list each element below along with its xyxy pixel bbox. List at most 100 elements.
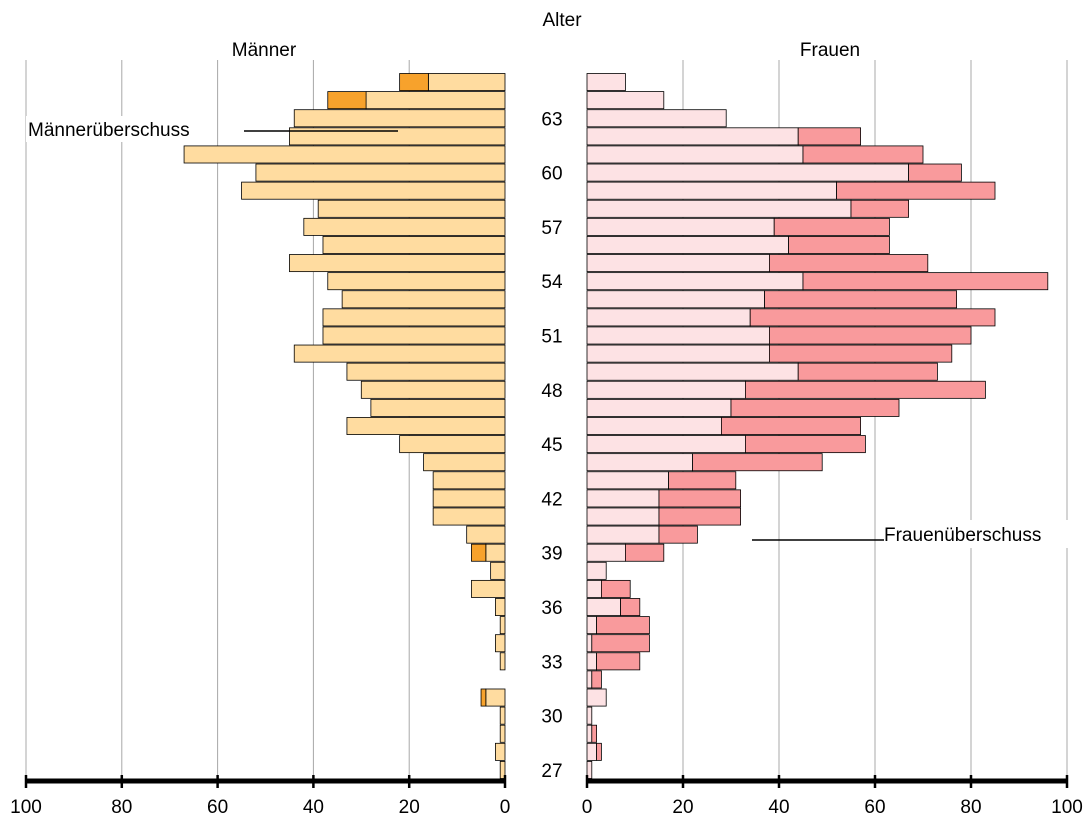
age-label-45: 45 (541, 435, 562, 456)
bar-frauen-common-row-24 (586, 326, 770, 345)
x-tick-label-frauen-100: 100 (1051, 797, 1083, 818)
chart-title: Alter (542, 10, 582, 31)
bar-frauen-common-row-13 (586, 525, 660, 544)
age-label-30: 30 (541, 707, 562, 728)
bar-frauen-surplus-row-26 (764, 290, 957, 309)
bar-frauen-surplus-row-25 (749, 308, 996, 327)
bar-frauen-surplus-row-6 (596, 652, 641, 671)
bar-frauen-surplus-row-30 (773, 217, 890, 236)
bar-frauen-surplus-row-15 (658, 489, 741, 508)
bar-frauen-surplus-row-1 (596, 742, 602, 761)
bar-maenner-surplus-row-12 (471, 543, 487, 562)
bar-frauen-common-row-12 (586, 543, 626, 562)
bar-frauen-surplus-row-23 (769, 344, 953, 363)
bar-frauen-common-row-25 (586, 308, 751, 327)
bar-frauen-surplus-row-28 (769, 254, 929, 273)
bar-frauen-surplus-row-16 (668, 471, 737, 490)
bar-maenner-common-row-32 (241, 181, 506, 200)
bar-frauen-surplus-row-19 (721, 417, 862, 435)
annotation-frauen: Frauenüberschuss (884, 525, 1041, 546)
bar-frauen-surplus-row-29 (788, 236, 890, 254)
bars (183, 73, 1049, 779)
bar-maenner-common-row-19 (346, 417, 506, 435)
bar-frauen-common-row-19 (586, 417, 722, 435)
bar-frauen-common-row-2 (586, 724, 593, 743)
bar-frauen-surplus-row-12 (625, 543, 665, 562)
bar-maenner-common-row-26 (341, 290, 506, 309)
bar-frauen-common-row-34 (586, 145, 804, 164)
bar-frauen-common-row-37 (586, 91, 665, 110)
x-tick-label-frauen-20: 20 (672, 797, 693, 818)
bar-frauen-surplus-row-9 (620, 598, 641, 616)
bar-frauen-common-row-35 (586, 127, 799, 146)
age-label-27: 27 (541, 761, 562, 782)
bar-maenner-common-row-4 (485, 688, 506, 707)
age-label-57: 57 (541, 218, 562, 239)
bar-frauen-common-row-26 (586, 290, 766, 309)
x-tick-label-frauen-60: 60 (864, 797, 885, 818)
bar-maenner-common-row-1 (495, 742, 506, 761)
age-label-63: 63 (541, 109, 562, 130)
bar-frauen-common-row-33 (586, 163, 910, 182)
bar-frauen-common-row-21 (586, 380, 746, 399)
age-label-54: 54 (541, 272, 563, 293)
bar-frauen-surplus-row-8 (596, 616, 650, 635)
bar-frauen-surplus-row-10 (601, 579, 631, 598)
bar-maenner-common-row-3 (499, 706, 506, 725)
bar-frauen-surplus-row-20 (730, 398, 900, 417)
bar-frauen-common-row-1 (586, 742, 598, 761)
bar-frauen-common-row-36 (586, 109, 727, 128)
bar-maenner-common-row-18 (399, 435, 506, 454)
bar-frauen-surplus-row-24 (769, 326, 972, 345)
bar-maenner-common-row-24 (322, 326, 506, 345)
bar-frauen-common-row-31 (586, 199, 852, 218)
bar-frauen-common-row-16 (586, 471, 669, 490)
bar-maenner-common-row-2 (499, 724, 506, 743)
bar-maenner-common-row-17 (423, 453, 506, 472)
bar-maenner-common-row-15 (432, 489, 506, 508)
bar-frauen-surplus-row-21 (745, 380, 986, 399)
bar-frauen-common-row-23 (586, 344, 770, 363)
bar-maenner-common-row-8 (499, 616, 506, 635)
bar-maenner-common-row-28 (289, 254, 506, 273)
bar-frauen-common-row-10 (586, 579, 602, 598)
bar-frauen-surplus-row-17 (692, 453, 823, 472)
bar-frauen-common-row-9 (586, 598, 621, 616)
bar-frauen-common-row-8 (586, 616, 598, 635)
bar-maenner-common-row-7 (495, 634, 506, 653)
bar-frauen-common-row-3 (586, 706, 593, 725)
bar-maenner-common-row-9 (495, 598, 506, 616)
x-tick-label-maenner-80: 80 (111, 797, 132, 818)
age-label-39: 39 (541, 544, 562, 565)
bar-maenner-common-row-33 (255, 163, 506, 182)
x-tick-label-maenner-60: 60 (207, 797, 228, 818)
bar-frauen-surplus-row-35 (797, 127, 862, 146)
bar-frauen-common-row-15 (586, 489, 660, 508)
bar-frauen-common-row-32 (586, 181, 838, 200)
bar-frauen-common-row-14 (586, 507, 660, 526)
bar-maenner-common-row-16 (432, 471, 506, 490)
annotation-bg-maenner (26, 116, 216, 142)
bar-frauen-common-row-17 (586, 453, 693, 472)
bar-frauen-surplus-row-33 (908, 163, 962, 182)
bar-frauen-surplus-row-32 (836, 181, 996, 200)
bar-frauen-common-row-30 (586, 217, 775, 236)
bar-frauen-surplus-row-13 (658, 525, 698, 544)
bar-frauen-common-row-4 (586, 688, 607, 707)
bar-maenner-common-row-21 (360, 380, 506, 399)
bar-maenner-common-row-10 (471, 579, 506, 598)
bar-frauen-surplus-row-22 (797, 362, 938, 381)
bar-frauen-surplus-row-31 (850, 199, 909, 218)
bar-maenner-common-row-6 (499, 652, 506, 671)
bar-frauen-surplus-row-7 (591, 634, 650, 653)
x-tick-label-maenner-100: 100 (10, 797, 42, 818)
bar-maenner-common-row-29 (322, 236, 506, 254)
bar-maenner-surplus-row-38 (399, 73, 429, 92)
age-label-48: 48 (541, 381, 562, 402)
bar-maenner-common-row-20 (370, 398, 506, 417)
x-tick-label-frauen-80: 80 (960, 797, 981, 818)
bar-frauen-surplus-row-14 (658, 507, 741, 526)
x-tick-label-maenner-20: 20 (399, 797, 420, 818)
bar-frauen-common-row-20 (586, 398, 732, 417)
